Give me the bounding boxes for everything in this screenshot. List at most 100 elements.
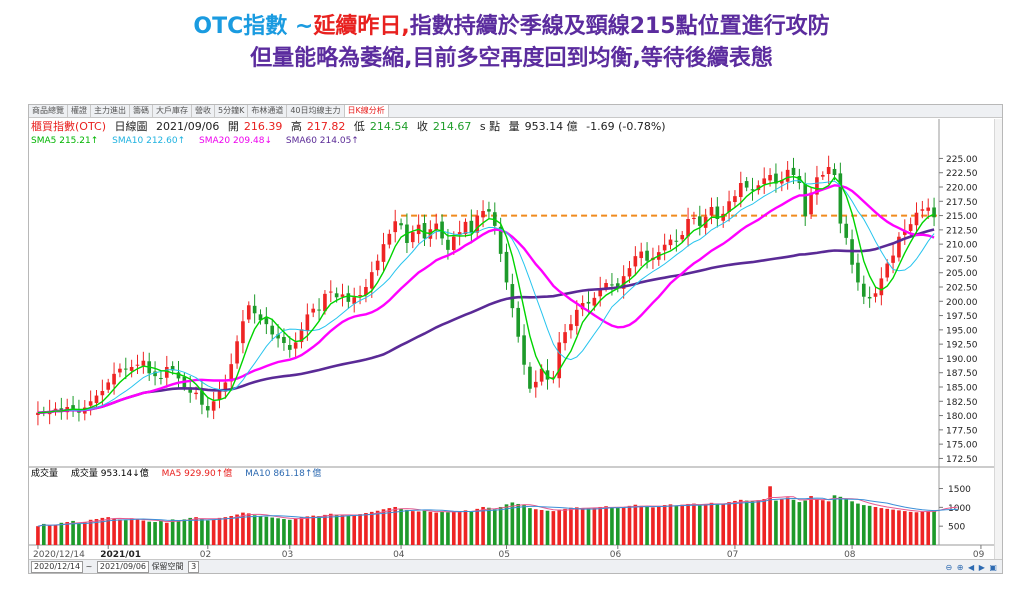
volume-bar	[885, 508, 890, 545]
candle-body	[803, 183, 808, 217]
candle-body	[826, 167, 831, 175]
candle-body	[557, 342, 562, 379]
candle-body	[738, 183, 743, 198]
candle-body	[510, 284, 515, 309]
tab-daily-k[interactable]: 日K線分析	[344, 105, 389, 117]
y-tick-label: 197.50	[946, 312, 978, 322]
volume-bar	[118, 519, 122, 545]
candle-body	[627, 268, 632, 277]
tab-overview[interactable]: 商品總覽	[29, 105, 68, 117]
candle-body	[463, 221, 468, 235]
volume-bar	[744, 500, 749, 545]
volume-bar	[738, 499, 743, 545]
candle-body	[709, 207, 714, 216]
candle-body	[838, 173, 843, 224]
candle-body	[340, 294, 345, 297]
volume-bar	[820, 500, 825, 545]
tab-warrant[interactable]: 權證	[68, 105, 91, 117]
volume-bar	[785, 497, 790, 545]
y-tick-label: 177.50	[946, 426, 978, 436]
volume-tick-label: 500	[948, 523, 965, 533]
volume-bar	[838, 496, 843, 545]
volume-bar	[264, 516, 269, 545]
y-tick-label: 222.50	[946, 169, 978, 179]
volume-bar	[112, 518, 116, 545]
volume-bar	[469, 511, 474, 545]
headline-highlight: 延續昨日,	[313, 14, 410, 39]
volume-bar	[902, 511, 907, 545]
volume-bar	[656, 506, 661, 545]
start-date-select[interactable]: 2020/12/14	[31, 561, 84, 573]
y-tick-label: 175.00	[946, 441, 978, 451]
tab-revenue[interactable]: 營收	[192, 105, 215, 117]
bottom-toolbar: 2020/12/14 ~ 2021/09/06 保留空間 3 ⊖ ⊕ ◀ ▶ ▣	[29, 559, 1002, 573]
candle-body	[205, 406, 210, 411]
tab-main-force[interactable]: 主力進出	[91, 105, 130, 117]
volume-bar	[176, 520, 181, 545]
volume-bar	[844, 499, 849, 545]
candle-body	[194, 392, 198, 395]
candle-body	[498, 226, 503, 254]
volume-bar	[241, 512, 245, 545]
close-label: 收	[416, 120, 428, 133]
candle-body	[229, 364, 234, 382]
candle-body	[563, 332, 567, 344]
volume-bar	[651, 507, 655, 545]
candle-body	[457, 232, 462, 236]
y-tick-label: 187.50	[946, 369, 978, 379]
tab-40ma-main[interactable]: 40日均線主力	[287, 105, 345, 117]
tab-bollinger[interactable]: 布林通道	[248, 105, 288, 117]
volume-bar	[393, 506, 398, 545]
candle-body	[106, 382, 111, 390]
candle-body	[299, 329, 304, 343]
candle-body	[750, 189, 755, 191]
x-tick-label: 06	[610, 550, 622, 560]
candle-body	[791, 167, 796, 175]
reserve-space-value[interactable]: 3	[188, 561, 200, 573]
volume-ma5-line	[37, 496, 958, 527]
candle-body	[164, 367, 169, 378]
candle-body	[504, 251, 509, 283]
tab-big-holders[interactable]: 大戶庫存	[153, 105, 192, 117]
volume-bar	[387, 508, 392, 545]
sma10-line	[37, 180, 935, 414]
candle-body	[680, 235, 685, 240]
tab-chips[interactable]: 籌碼	[130, 105, 153, 117]
end-date-select[interactable]: 2021/09/06	[96, 561, 150, 573]
candle-body	[59, 408, 64, 411]
volume-bar	[170, 519, 175, 545]
candle-body	[815, 177, 819, 195]
candle-body	[639, 251, 644, 259]
candle-body	[715, 206, 720, 219]
index-name: 櫃買指數(OTC)	[31, 120, 106, 133]
vertical-scrollbar[interactable]	[994, 119, 1002, 559]
volume-bar	[492, 509, 497, 545]
volume-bar	[908, 511, 913, 545]
volume-bar	[692, 503, 696, 545]
volume-bar	[598, 506, 603, 545]
headline-line-1: OTC指數 ~延續昨日,指數持續於季線及頸線215點位置進行攻防	[0, 12, 1023, 42]
zoom-controls-icon[interactable]: ⊖ ⊕ ◀ ▶ ▣	[945, 563, 998, 572]
volume-tick-label: 1500	[948, 485, 971, 495]
volume-bar	[487, 507, 491, 545]
volume-bar	[252, 515, 257, 545]
y-tick-label: 200.00	[946, 298, 978, 308]
candle-body	[733, 196, 737, 203]
candle-body	[879, 278, 884, 296]
volume-bar	[533, 509, 538, 545]
sma10-legend: SMA10 212.60↑	[112, 136, 186, 146]
volume-bar	[440, 511, 444, 545]
unit-label: s 點	[479, 120, 501, 133]
candle-body	[200, 390, 204, 405]
sma60-legend: SMA60 214.05↑	[285, 136, 359, 146]
volume-bar	[832, 495, 837, 545]
volume-bar	[627, 505, 632, 545]
candle-body	[422, 223, 427, 239]
volume-bar	[434, 512, 439, 545]
tab-5min-k[interactable]: 5分鐘K	[215, 105, 249, 117]
volume-bar	[77, 523, 81, 545]
candle-body	[317, 309, 321, 311]
volume-bar	[850, 501, 854, 545]
candle-body	[381, 244, 386, 262]
volume-bar	[586, 508, 591, 545]
